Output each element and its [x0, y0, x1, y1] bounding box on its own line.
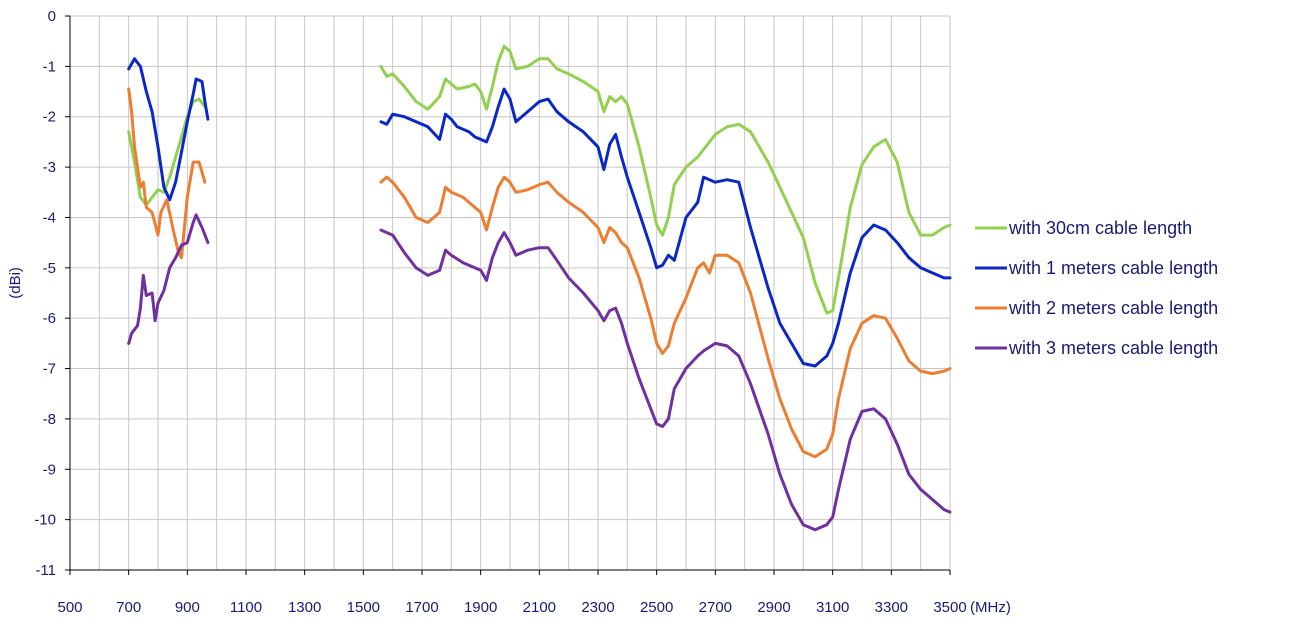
y-tick-label: -11 — [35, 562, 56, 579]
series-line-4-segment-1 — [127, 213, 210, 345]
x-tick-label: 2100 — [523, 599, 556, 616]
legend-entry: with 1 meters cable length — [1008, 258, 1218, 278]
y-tick-label: -1 — [43, 58, 56, 75]
tick-labels: 0 -1 -2 -3 -4 -5 -6 -7 -8 -9 -10 -11 500 700 900 1100 13… — [34, 8, 1011, 616]
y-tick-label: -10 — [34, 512, 56, 529]
series-line-2-segment-2 — [379, 87, 952, 368]
x-tick-label: 1300 — [288, 599, 321, 616]
x-tick-label: 2900 — [757, 599, 790, 616]
x-tick-label: 2500 — [640, 599, 673, 616]
axes — [65, 15, 951, 575]
series-line-1-segment-2 — [379, 44, 952, 315]
series-line-3-segment-2 — [379, 175, 952, 459]
x-tick-label: 900 — [175, 599, 200, 616]
x-tick-label: 1500 — [347, 599, 380, 616]
y-tick-label: -7 — [43, 361, 56, 378]
legend: with 30cm cable length with 1 meters cabl… — [975, 218, 1218, 358]
x-axis-label: (MHz) — [970, 599, 1011, 616]
y-axis-label: (dBi) — [7, 267, 24, 299]
x-tick-label: 1900 — [464, 599, 497, 616]
y-tick-label: -3 — [43, 159, 56, 176]
legend-entry: with 30cm cable length — [1008, 218, 1192, 238]
series-line-3-segment-1 — [127, 87, 207, 260]
y-tick-label: -5 — [43, 260, 56, 277]
x-tick-label: 1700 — [405, 599, 438, 616]
x-tick-label: 3500 — [933, 599, 966, 616]
series-line-4-segment-2 — [379, 228, 952, 532]
y-tick-label: -9 — [43, 461, 56, 478]
x-tick-label: 2300 — [581, 599, 614, 616]
x-tick-label: 2700 — [699, 599, 732, 616]
y-tick-label: -4 — [43, 209, 56, 226]
x-tick-label: 700 — [116, 599, 141, 616]
y-tick-label: 0 — [48, 8, 56, 25]
legend-entry: with 3 meters cable length — [1008, 338, 1218, 358]
y-tick-label: -6 — [43, 310, 56, 327]
x-tick-label: 3300 — [875, 599, 908, 616]
x-tick-label: 1100 — [230, 599, 262, 616]
y-tick-label: -2 — [43, 109, 56, 126]
series-lines — [127, 44, 952, 532]
x-tick-label: 3100 — [816, 599, 849, 616]
y-tick-label: -8 — [43, 411, 56, 428]
series-line-2-segment-1 — [127, 57, 210, 202]
legend-entry: with 2 meters cable length — [1008, 298, 1218, 318]
x-tick-label: 500 — [57, 599, 82, 616]
grid-lines — [70, 15, 951, 571]
series-line-1-segment-1 — [127, 97, 207, 207]
